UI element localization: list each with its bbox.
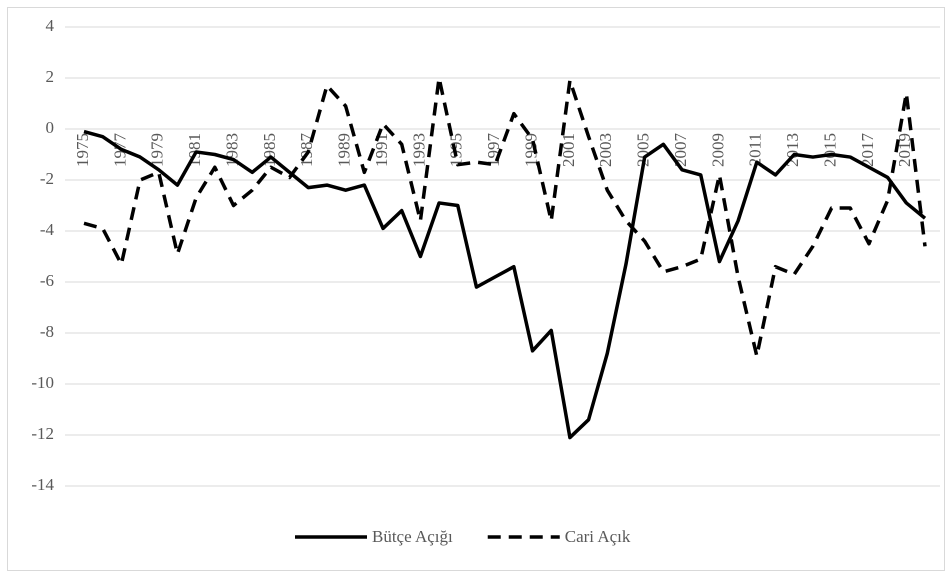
y-tick-label: -10 <box>31 373 54 392</box>
x-tick-label: 2007 <box>671 133 690 168</box>
x-tick-label: 2015 <box>820 133 839 167</box>
x-tick-label: 2001 <box>559 133 578 167</box>
x-tick-label: 1993 <box>409 133 428 167</box>
x-tick-label: 2003 <box>596 133 615 167</box>
x-tick-label: 1989 <box>335 133 354 167</box>
series-line <box>83 129 927 440</box>
x-tick-label: 1981 <box>185 133 204 167</box>
x-tick-label: 2009 <box>708 133 727 167</box>
x-tick-label: 1999 <box>521 133 540 167</box>
y-tick-label: 2 <box>46 67 55 86</box>
x-tick-label: 2019 <box>895 133 914 167</box>
y-tick-label: -12 <box>31 424 54 443</box>
chart-border <box>7 7 945 571</box>
legend-label: Bütçe Açığı <box>372 527 453 546</box>
x-tick-label: 1991 <box>372 133 391 167</box>
x-tick-label: 2017 <box>858 133 877 168</box>
y-tick-label: -4 <box>40 220 55 239</box>
x-tick-label: 2013 <box>783 133 802 167</box>
y-tick-label: -6 <box>40 271 54 290</box>
y-tick-label: 0 <box>46 118 55 137</box>
series-line <box>83 76 927 358</box>
y-tick-label: -14 <box>31 475 54 494</box>
y-tick-label: -2 <box>40 169 54 188</box>
x-tick-label: 1975 <box>73 133 92 167</box>
y-tick-label: -8 <box>40 322 54 341</box>
x-tick-label: 2011 <box>746 133 765 166</box>
x-tick-label: 1979 <box>148 133 167 167</box>
y-tick-label: 4 <box>46 16 55 35</box>
legend-label: Cari Açık <box>565 527 631 546</box>
x-tick-label: 2005 <box>634 133 653 167</box>
